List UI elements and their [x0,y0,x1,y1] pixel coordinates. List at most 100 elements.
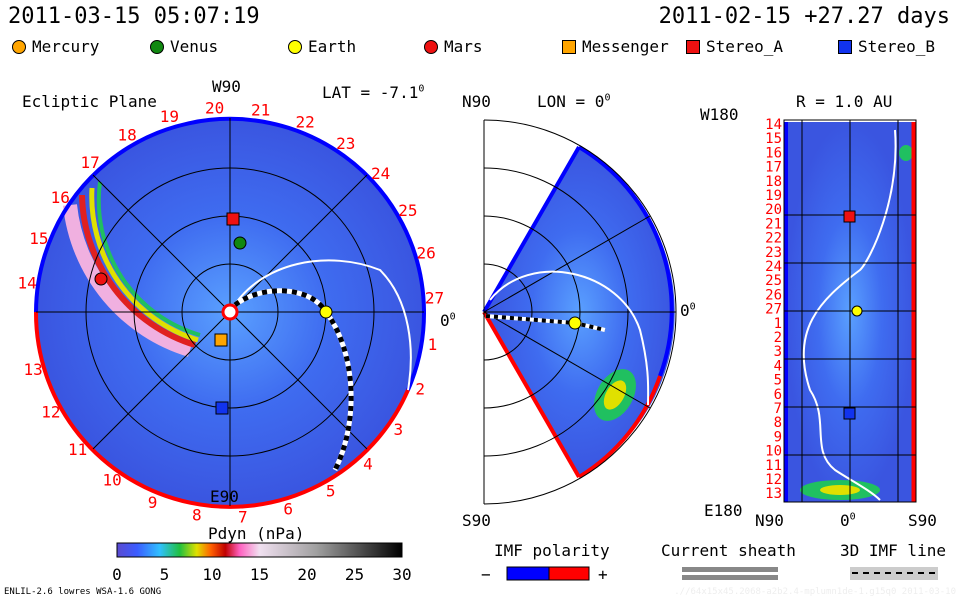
day-label: 20 [205,99,224,118]
day-label: 13 [24,360,43,379]
pdyn-label: Pdyn (nPa) [208,524,305,543]
day-label: 14 [18,273,37,292]
day-label: 5 [774,373,782,389]
legend-item-messenger: Messenger [562,38,669,56]
day-label: 15 [29,229,48,248]
day-label: 17 [765,160,782,176]
deg: 0 [849,511,856,523]
day-label: 9 [148,493,158,512]
colorbar-tick-label: 15 [250,565,269,584]
legend-label: Venus [170,37,219,56]
colorbar [116,542,403,558]
cme-front [63,204,193,357]
colorbar-tick-label: 30 [392,565,411,584]
day-label: 12 [765,472,782,488]
venus-marker [233,236,247,250]
run-info: .//64x15x45.2068-a2b2.4-mplumn1de-1.g15q… [674,587,956,597]
zero: 0 [840,511,850,530]
day-label: 19 [765,188,782,204]
sun-icon [221,303,239,321]
legend-label: Stereo_A [706,37,784,56]
day-label: 25 [765,273,782,289]
stereo_a-marker-icon [686,40,700,54]
ecliptic-title: Ecliptic Plane [22,92,157,111]
colorbar-tick-label: 0 [112,565,122,584]
day-label: 27 [765,302,782,318]
w180-label: W180 [700,105,739,124]
day-label: 24 [765,259,782,275]
radial-panel [783,119,917,503]
reference-time: 2011-02-15 +27.27 days [658,4,950,29]
day-label: 27 [425,289,444,308]
day-label: 7 [774,401,782,417]
mercury-marker-icon [12,40,26,54]
model-info: ENLIL-2.6 lowres WSA-1.6 GONG [4,587,162,597]
e180-label: E180 [704,501,743,520]
colorbar-tick-label: 20 [297,565,316,584]
day-label: 16 [765,145,782,161]
imf-line-swatch [850,567,938,580]
day-label: 8 [192,505,202,524]
radial-day-labels: 1415161718192021222324252627123456789101… [765,117,782,502]
day-label: 15 [765,131,782,147]
legend-item-venus: Venus [150,38,218,56]
day-label: 19 [160,107,179,126]
imf-minus: − [481,565,491,584]
w90-label: W90 [212,77,241,96]
stereo_b-marker-icon [838,40,852,54]
stereo-b-marker [215,401,229,415]
day-label: 3 [394,420,404,439]
legend-item-earth: Earth [288,38,356,56]
legend-item-stereo_a: Stereo_A [686,38,783,56]
lat-degree: 0 [418,83,425,95]
sheath-swatch [682,567,778,572]
day-label: 11 [68,440,87,459]
day-label: 2 [415,379,425,398]
day-label: 21 [765,216,782,232]
imf-positive-swatch [548,566,590,581]
day-label: 9 [774,429,782,445]
imf-plus: + [598,565,608,584]
day-label: 20 [765,202,782,218]
zero: 0 [440,311,450,330]
current-time: 2011-03-15 05:07:19 [8,4,260,29]
day-label: 16 [51,188,70,207]
day-label: 5 [326,482,336,501]
ecliptic-plane-panel [33,116,426,509]
radius-label: R = 1.0 AU [796,92,893,111]
venus-marker-icon [150,40,164,54]
legend-item-mercury: Mercury [12,38,99,56]
legend-label: Messenger [582,37,669,56]
current-sheath-title: Current sheath [661,541,796,560]
stereo-a-marker-radial [843,210,856,223]
day-label: 14 [765,117,782,133]
stereo-a-marker [226,212,240,226]
day-label: 24 [371,164,390,183]
colorbar-tick-label: 10 [202,565,221,584]
imf-polarity-title: IMF polarity [494,541,610,560]
lon-value: LON = 0 [537,92,605,111]
messenger-marker-icon [562,40,576,54]
lon-degree: 0 [604,92,611,104]
s90-label: S90 [462,511,491,530]
messenger-marker [214,333,228,347]
lat-value: LAT = -7.1 [322,83,419,102]
day-label: 22 [295,112,314,131]
day-label: 23 [336,134,355,153]
day-label: 8 [774,415,782,431]
day-label: 26 [417,243,436,262]
meridional-zero-label: 00 [680,302,696,320]
negative-polarity-boundary [33,311,410,509]
day-label: 11 [765,458,782,474]
day-label: 17 [81,153,100,172]
day-label: 6 [774,387,782,403]
mars-marker [94,272,108,286]
n90-label: N90 [462,92,491,111]
day-label: 1 [428,335,438,354]
legend-label: Earth [308,37,357,56]
n90-axis-label: N90 [755,511,784,530]
day-label: 13 [765,486,782,502]
